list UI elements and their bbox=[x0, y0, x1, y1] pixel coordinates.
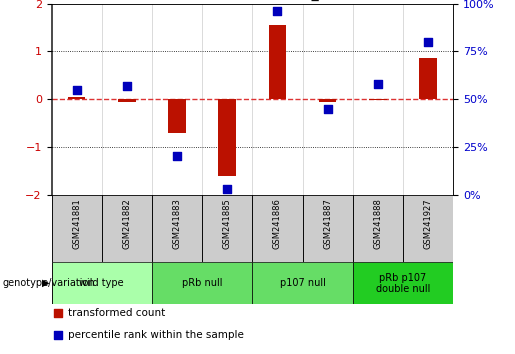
Bar bbox=[403, 195, 453, 262]
Text: GSM241882: GSM241882 bbox=[123, 198, 131, 249]
Bar bbox=[68, 97, 85, 99]
Text: GSM241887: GSM241887 bbox=[323, 198, 332, 249]
Bar bbox=[353, 195, 403, 262]
Text: ▶: ▶ bbox=[42, 278, 50, 288]
Text: GSM241927: GSM241927 bbox=[424, 198, 433, 249]
Bar bbox=[152, 195, 202, 262]
Text: pRb p107
double null: pRb p107 double null bbox=[376, 273, 430, 293]
Text: transformed count: transformed count bbox=[67, 308, 165, 318]
Title: GDS3176 / 1451711_at: GDS3176 / 1451711_at bbox=[171, 0, 333, 1]
Bar bbox=[152, 262, 252, 304]
Bar bbox=[202, 195, 252, 262]
Point bbox=[173, 154, 181, 159]
Point bbox=[323, 106, 332, 112]
Point bbox=[223, 186, 231, 192]
Bar bbox=[168, 99, 186, 133]
Text: pRb null: pRb null bbox=[182, 278, 222, 288]
Bar bbox=[303, 195, 353, 262]
Bar bbox=[252, 262, 353, 304]
Bar bbox=[269, 25, 286, 99]
Point bbox=[123, 83, 131, 88]
Bar bbox=[52, 262, 152, 304]
Text: GSM241888: GSM241888 bbox=[373, 198, 382, 249]
Text: genotype/variation: genotype/variation bbox=[3, 278, 95, 288]
Bar bbox=[52, 195, 102, 262]
Text: p107 null: p107 null bbox=[280, 278, 325, 288]
Bar bbox=[319, 99, 336, 102]
Point bbox=[424, 39, 432, 45]
Text: GSM241885: GSM241885 bbox=[223, 198, 232, 249]
Text: GSM241886: GSM241886 bbox=[273, 198, 282, 249]
Text: GSM241883: GSM241883 bbox=[173, 198, 181, 249]
Bar bbox=[419, 58, 437, 99]
Bar bbox=[218, 99, 236, 176]
Bar bbox=[353, 262, 453, 304]
Point bbox=[73, 87, 81, 92]
Bar bbox=[102, 195, 152, 262]
Bar bbox=[369, 99, 387, 100]
Bar bbox=[252, 195, 303, 262]
Text: GSM241881: GSM241881 bbox=[72, 198, 81, 249]
Point bbox=[374, 81, 382, 87]
Point bbox=[54, 310, 62, 316]
Point bbox=[54, 332, 62, 337]
Text: percentile rank within the sample: percentile rank within the sample bbox=[67, 330, 244, 339]
Bar bbox=[118, 99, 135, 102]
Text: wild type: wild type bbox=[79, 278, 124, 288]
Point bbox=[273, 8, 282, 14]
